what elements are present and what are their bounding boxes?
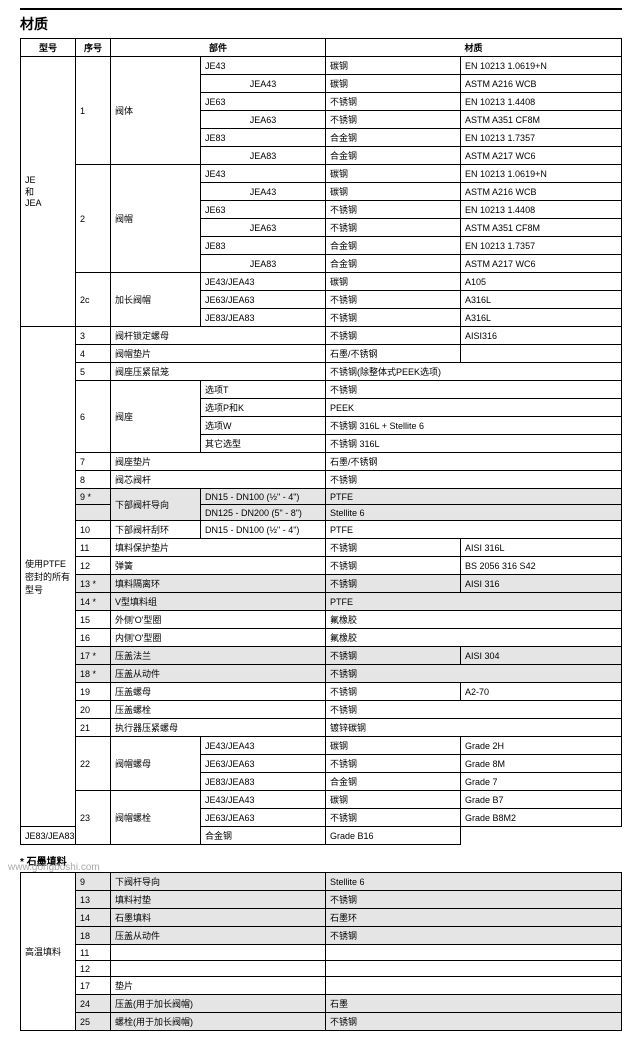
model-je-jea: JE 和 JEA (21, 57, 76, 327)
seq-2c: 2c (76, 273, 111, 327)
part-bonnet: 阀帽 (111, 165, 201, 273)
materials-table: 型号 序号 部件 材质 JE 和 JEA 1 阀体 JE43碳钢EN 10213… (20, 38, 622, 845)
model-hot: 高温填料 (21, 873, 76, 1031)
seq-2: 2 (76, 165, 111, 273)
hdr-model: 型号 (21, 39, 76, 57)
footnote: * 石墨填料 (20, 853, 622, 868)
hdr-part: 部件 (111, 39, 326, 57)
hdr-material: 材质 (326, 39, 622, 57)
model-ptfe: 使用PTFE 密封的所有 型号 (21, 327, 76, 827)
section-title: 材质 (20, 8, 622, 34)
hdr-seq: 序号 (76, 39, 111, 57)
part-body: 阀体 (111, 57, 201, 165)
part-ext-bonnet: 加长阀帽 (111, 273, 201, 327)
graphite-table: 高温填料 9下阀杆导向Stellite 6 13填料衬垫不锈钢 14石墨填料石墨… (20, 872, 622, 1031)
seq-1: 1 (76, 57, 111, 165)
